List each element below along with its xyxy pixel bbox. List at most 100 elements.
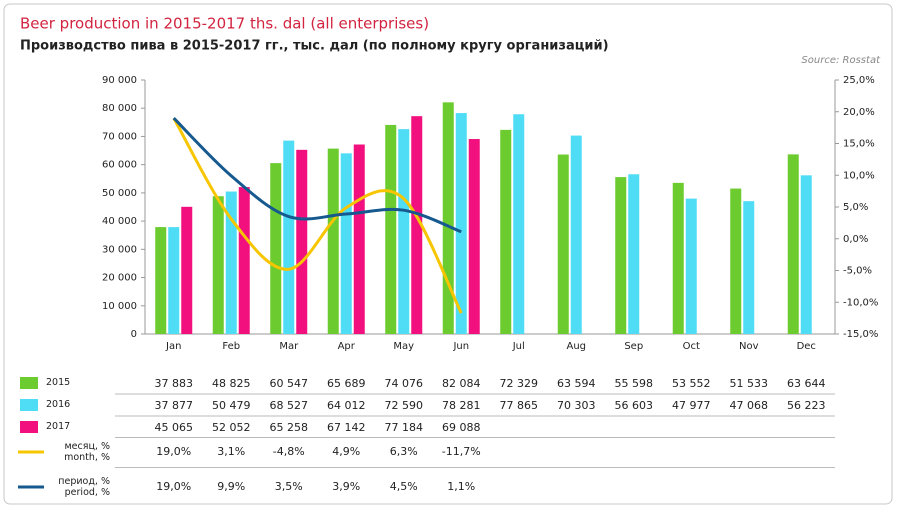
y-tick-label: 70 000 xyxy=(102,131,137,142)
bar xyxy=(628,174,640,334)
line xyxy=(172,117,463,314)
table-value: 77 865 xyxy=(500,399,539,412)
table-value: 3,9% xyxy=(332,480,360,493)
y-tick-label: 0 xyxy=(131,329,137,340)
bar xyxy=(800,175,812,334)
table-value: 53 552 xyxy=(672,377,711,390)
bar xyxy=(155,227,167,334)
table-value: 47 977 xyxy=(672,399,711,412)
bar xyxy=(685,198,697,334)
table-value: 51 533 xyxy=(730,377,769,390)
table-value: 3,5% xyxy=(275,480,303,493)
table-value: 56 603 xyxy=(615,399,654,412)
table-value: 74 076 xyxy=(385,377,424,390)
y-tick-label: 90 000 xyxy=(102,75,137,86)
table-value: -4,8% xyxy=(273,445,305,458)
x-tick-label: Oct xyxy=(683,341,700,352)
y2-tick-label: 0,0% xyxy=(843,234,868,245)
bar xyxy=(442,102,454,334)
bar xyxy=(296,149,308,334)
table-value: 72 590 xyxy=(385,399,424,412)
bar xyxy=(557,154,569,334)
table-value: 65 258 xyxy=(270,421,309,434)
legend-label: месяц, % month, % xyxy=(64,441,110,463)
table-value: 37 877 xyxy=(155,399,194,412)
y2-tick-label: 5,0% xyxy=(843,202,868,213)
legend-label: 2017 xyxy=(46,421,71,432)
chart-title: Beer production in 2015-2017 ths. dal (a… xyxy=(20,15,429,33)
bar xyxy=(181,206,193,334)
y2-tick-label: -10,0% xyxy=(843,297,878,308)
table-value: 78 281 xyxy=(442,399,481,412)
bar xyxy=(168,227,180,334)
y2-tick-label: -5,0% xyxy=(843,266,872,277)
bar xyxy=(672,182,684,334)
table-value: 70 303 xyxy=(557,399,596,412)
bar xyxy=(468,139,480,334)
y-tick-label: 60 000 xyxy=(102,160,137,171)
bar xyxy=(743,201,755,334)
y-tick-label: 80 000 xyxy=(102,103,137,114)
legend-swatch xyxy=(20,421,38,433)
y2-tick-label: 25,0% xyxy=(843,75,875,86)
line xyxy=(172,117,462,234)
bar xyxy=(212,196,224,334)
legend-label: 2015 xyxy=(46,377,71,388)
x-tick-label: Aug xyxy=(566,341,586,352)
x-tick-label: Dec xyxy=(797,341,816,352)
bar xyxy=(615,177,627,334)
bar xyxy=(787,154,799,334)
x-tick-label: Apr xyxy=(338,341,356,352)
bar xyxy=(385,124,397,334)
chart-subtitle: Производство пива в 2015-2017 гг., тыс. … xyxy=(20,39,609,54)
table-value: 47 068 xyxy=(730,399,769,412)
bar xyxy=(500,129,512,334)
bar xyxy=(327,148,339,334)
table-value: 63 594 xyxy=(557,377,596,390)
table-value: 50 479 xyxy=(212,399,251,412)
table-value: 82 084 xyxy=(442,377,481,390)
source: Source: Rosstat xyxy=(801,55,881,66)
table-value: 72 329 xyxy=(500,377,539,390)
bar xyxy=(225,191,237,334)
x-tick-label: Mar xyxy=(279,341,299,352)
bar xyxy=(238,187,250,334)
bar xyxy=(283,140,295,334)
x-tick-label: Jan xyxy=(165,341,181,352)
y2-tick-label: -15,0% xyxy=(843,329,878,340)
table-value: 64 012 xyxy=(327,399,366,412)
x-tick-label: May xyxy=(393,341,414,352)
y-tick-label: 30 000 xyxy=(102,244,137,255)
x-tick-label: Jun xyxy=(452,341,469,352)
bar xyxy=(455,113,467,334)
bar xyxy=(513,114,525,334)
y2-tick-label: 15,0% xyxy=(843,139,875,150)
table-value: 3,1% xyxy=(217,445,245,458)
x-tick-label: Sep xyxy=(624,341,643,352)
legend-swatch xyxy=(20,377,38,389)
table-value: 4,9% xyxy=(332,445,360,458)
y-tick-label: 10 000 xyxy=(102,301,137,312)
table-value: 9,9% xyxy=(217,480,245,493)
table-value: 60 547 xyxy=(270,377,309,390)
table-value: 77 184 xyxy=(385,421,424,434)
bar xyxy=(730,188,742,334)
table-value: 48 825 xyxy=(212,377,251,390)
table-value: 52 052 xyxy=(212,421,251,434)
legend-label: 2016 xyxy=(46,399,71,410)
table-value: 67 142 xyxy=(327,421,366,434)
table-value: 6,3% xyxy=(390,445,418,458)
table-value: 63 644 xyxy=(787,377,826,390)
legend-swatch xyxy=(20,399,38,411)
bar xyxy=(411,116,423,334)
y2-tick-label: 10,0% xyxy=(843,170,875,181)
table-value: 4,5% xyxy=(390,480,418,493)
table-value: 19,0% xyxy=(156,445,191,458)
table-value: 55 598 xyxy=(615,377,654,390)
x-tick-label: Feb xyxy=(222,341,240,352)
bar xyxy=(340,153,352,334)
table-value: 65 689 xyxy=(327,377,366,390)
table-value: 1,1% xyxy=(447,480,475,493)
